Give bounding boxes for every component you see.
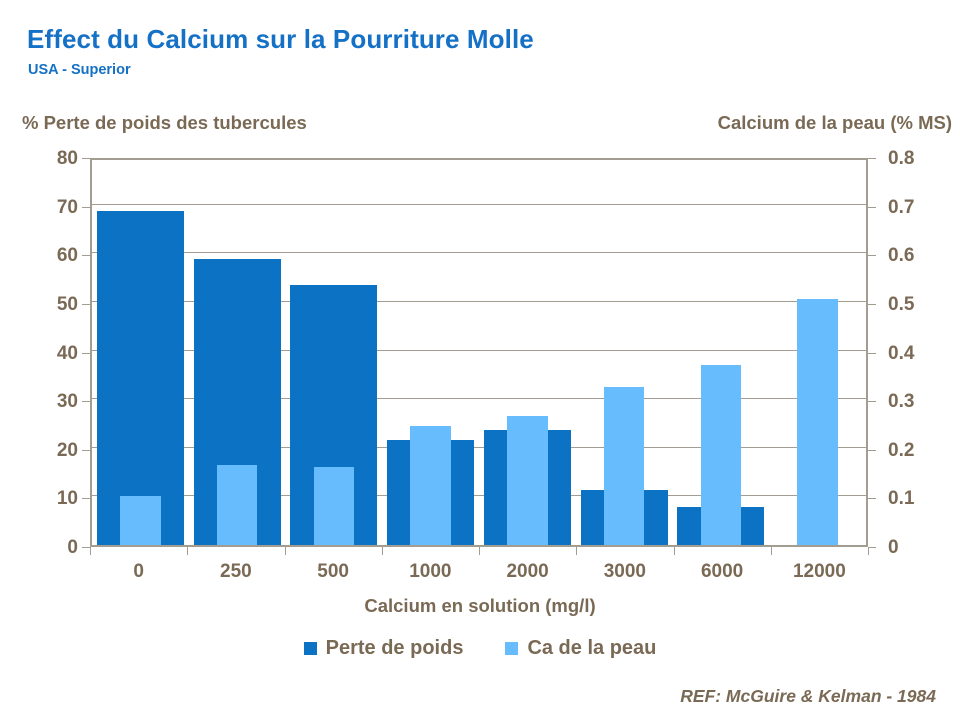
x-axis-tick-mark (479, 547, 480, 555)
y-axis-left-tick-label: 80 (56, 148, 78, 169)
axis-tick-mark (868, 498, 876, 500)
gridline (92, 495, 866, 497)
axis-tick-mark (82, 158, 90, 159)
x-axis-tick-label: 1000 (409, 561, 452, 582)
bar-ca-de-la-peau (120, 496, 161, 545)
x-axis-tick-label: 6000 (700, 561, 744, 582)
bar-ca-de-la-peau (797, 299, 838, 545)
gridline (92, 349, 866, 351)
bar-group (576, 160, 673, 545)
axis-tick-mark (82, 303, 90, 305)
bar-group (92, 160, 189, 545)
gridline (92, 300, 866, 302)
gridline (92, 398, 866, 400)
bar-ca-de-la-peau (507, 416, 548, 545)
x-axis-tick-mark (90, 547, 91, 555)
x-axis-tick-label: 2000 (506, 561, 549, 582)
y-axis-left-tick-label: 50 (56, 293, 78, 315)
bar-groups (92, 160, 866, 545)
bar-group (673, 160, 770, 545)
chart-legend: Perte de poids Ca de la peau (0, 637, 960, 660)
legend-swatch-icon (303, 642, 317, 655)
x-axis-tick-label: 500 (317, 561, 349, 582)
axis-tick-mark (82, 206, 90, 208)
bar-ca-de-la-peau (410, 425, 451, 545)
y-axis-right-tick-label: 0.8 (888, 148, 915, 169)
bar-ca-de-la-peau (313, 467, 355, 545)
x-axis-labels: 0 250 500 1000 2000 3000 6000 12000 (90, 561, 868, 583)
legend-item[interactable]: Ca de la peau (505, 637, 656, 660)
x-axis-tick-label: 12000 (792, 561, 846, 582)
axis-tick-mark (868, 303, 876, 305)
bar-group (769, 160, 866, 545)
x-axis-tick-mark (576, 547, 578, 555)
bar-ca-de-la-peau (603, 386, 645, 545)
axis-tick-mark (868, 255, 876, 257)
x-axis-tick-mark (673, 547, 675, 555)
reference-note: REF: McGuire & Kelman - 1984 (680, 686, 936, 706)
y-axis-left-tick-label: 60 (56, 245, 78, 267)
axis-tick-mark (82, 352, 90, 354)
axis-tick-mark (868, 401, 876, 403)
page-subtitle: USA - Superior (28, 62, 131, 78)
bar-group (382, 160, 479, 545)
x-axis-tick-mark (381, 547, 383, 555)
legend-label: Perte de poids (325, 637, 464, 659)
x-axis-tick-mark (284, 547, 286, 555)
axis-tick-mark (82, 547, 90, 548)
x-axis-tick-label: 3000 (603, 561, 647, 582)
right-axis-caption: Calcium de la peau (% MS) (717, 112, 952, 133)
y-axis-left-tick-label: 70 (56, 196, 78, 218)
axis-tick-mark (868, 206, 876, 208)
x-axis-tick-mark (187, 547, 189, 555)
x-axis-tick-mark (868, 547, 869, 555)
axis-tick-mark (868, 158, 876, 159)
y-axis-left-tick-label: 30 (56, 391, 78, 413)
y-axis-right-tick-label: 0.4 (888, 342, 915, 364)
gridline (92, 203, 866, 205)
axis-tick-mark (82, 498, 90, 500)
x-axis-tick-label: 0 (133, 561, 144, 582)
y-axis-left-tick-label: 20 (56, 439, 78, 461)
axis-tick-mark (868, 547, 876, 548)
left-axis-caption: % Perte de poids des tubercules (22, 112, 307, 133)
y-axis-right-tick-label: 0.5 (888, 293, 915, 315)
bar-ca-de-la-peau (216, 464, 258, 545)
legend-swatch-icon (505, 642, 519, 655)
y-axis-right-tick-label: 0.7 (888, 196, 915, 218)
bar-group (189, 160, 286, 545)
y-axis-left-tick-label: 0 (67, 537, 78, 558)
gridline (92, 252, 866, 254)
y-axis-right-tick-label: 0 (888, 537, 899, 558)
axis-tick-mark (82, 401, 90, 403)
axis-tick-mark (82, 255, 90, 257)
y-axis-right-tick-label: 0.6 (888, 245, 915, 267)
axis-tick-mark (868, 449, 876, 451)
plot-area (90, 158, 868, 547)
legend-item[interactable]: Perte de poids (303, 637, 464, 660)
y-axis-right-tick-label: 0.3 (888, 391, 915, 413)
y-axis-right-tick-label: 0.2 (888, 439, 915, 461)
bar-perte-de-poids (96, 211, 184, 545)
bar-group (286, 160, 383, 545)
x-axis-tick-mark (770, 547, 772, 555)
bar-ca-de-la-peau (700, 365, 742, 545)
legend-label: Ca de la peau (527, 637, 657, 659)
y-axis-left-tick-label: 10 (56, 488, 78, 510)
bar-group (479, 160, 576, 545)
y-axis-right-tick-label: 0.1 (888, 488, 915, 510)
axis-tick-mark (82, 449, 90, 451)
y-axis-left-tick-label: 40 (56, 342, 78, 364)
axis-tick-mark (868, 352, 876, 354)
page-title: Effect du Calcium sur la Pourriture Moll… (27, 24, 534, 54)
x-axis-tick-label: 250 (220, 561, 252, 582)
x-axis-title: Calcium en solution (mg/l) (364, 595, 596, 616)
gridline (92, 446, 866, 448)
